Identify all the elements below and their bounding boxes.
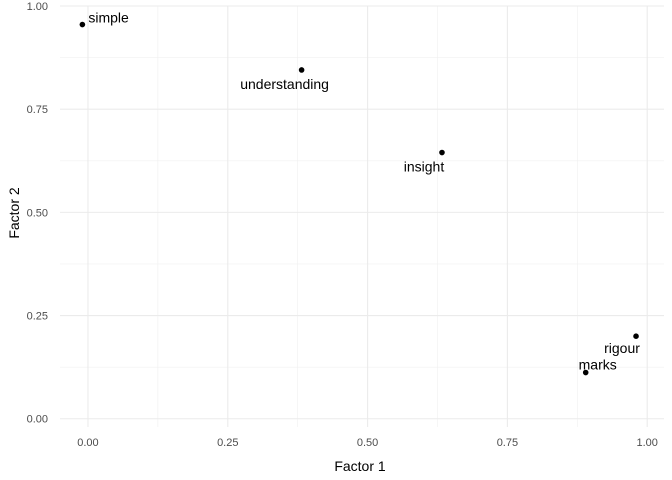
y-axis-title: Factor 2 [6, 187, 22, 239]
y-tick-label: 0.25 [27, 311, 48, 323]
point-label-understanding: understanding [240, 76, 329, 92]
x-axis-title: Factor 1 [334, 458, 386, 474]
x-tick-label: 0.75 [497, 437, 518, 449]
point-label-simple: simple [88, 10, 129, 26]
x-axis-ticks: 0.00 0.25 0.50 0.75 1.00 [77, 437, 658, 449]
x-tick-label: 0.25 [217, 437, 238, 449]
x-tick-label: 1.00 [637, 437, 658, 449]
y-axis-ticks: 0.00 0.25 0.50 0.75 1.00 [27, 1, 48, 426]
minor-gridlines [60, 6, 664, 427]
data-points [79, 21, 639, 376]
data-point-rigour [633, 333, 639, 339]
data-point-simple [79, 21, 86, 28]
data-point-understanding [298, 67, 305, 73]
x-tick-label: 0.00 [77, 437, 98, 449]
y-tick-label: 0.50 [27, 207, 48, 219]
major-gridlines [60, 5, 664, 427]
point-label-insight: insight [404, 159, 445, 175]
y-tick-label: 0.75 [27, 104, 48, 116]
y-tick-label: 1.00 [27, 1, 48, 13]
point-label-rigour: rigour [604, 340, 640, 356]
x-tick-label: 0.50 [357, 437, 378, 449]
data-point-insight [439, 149, 445, 156]
point-label-marks: marks [579, 357, 617, 373]
data-point-marks [582, 369, 589, 376]
y-tick-label: 0.00 [27, 414, 48, 426]
